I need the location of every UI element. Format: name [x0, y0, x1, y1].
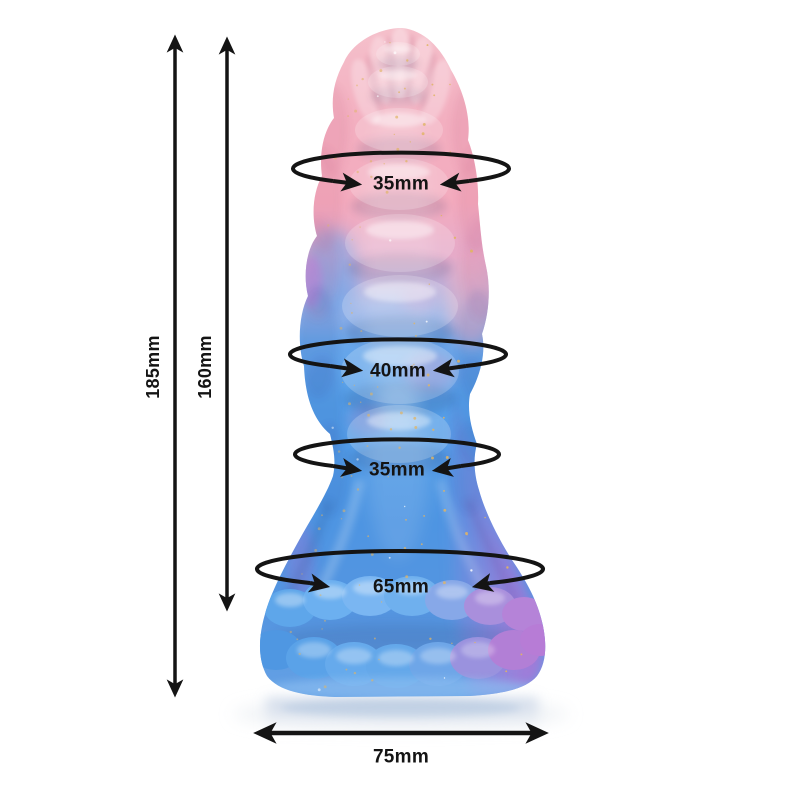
girth-ring-2: 40mm: [288, 337, 508, 382]
base-bumps: [259, 576, 546, 697]
glitter-specks: [277, 41, 523, 692]
girth-ring-4: 65mm: [255, 549, 545, 598]
base-width-measure: 75mm: [253, 722, 549, 768]
insertable-height-measure: 160mm: [195, 36, 236, 612]
product-texture: [259, 28, 546, 697]
base-width-label: 75mm: [373, 747, 429, 768]
girth-ring-1-label: 35mm: [373, 174, 429, 195]
side-lobes: [298, 84, 502, 516]
tip-crown: [351, 28, 451, 125]
girth-ring-1: 35mm: [291, 150, 511, 195]
insertable-height-label: 160mm: [195, 335, 215, 399]
girth-ring-3-label: 35mm: [369, 460, 425, 481]
girth-ring-3: 35mm: [293, 437, 501, 481]
total-height-label: 185mm: [143, 335, 163, 399]
girth-ring-4-label: 65mm: [373, 577, 429, 598]
girth-ring-2-label: 40mm: [370, 361, 426, 382]
total-height-measure: 185mm: [143, 34, 184, 698]
